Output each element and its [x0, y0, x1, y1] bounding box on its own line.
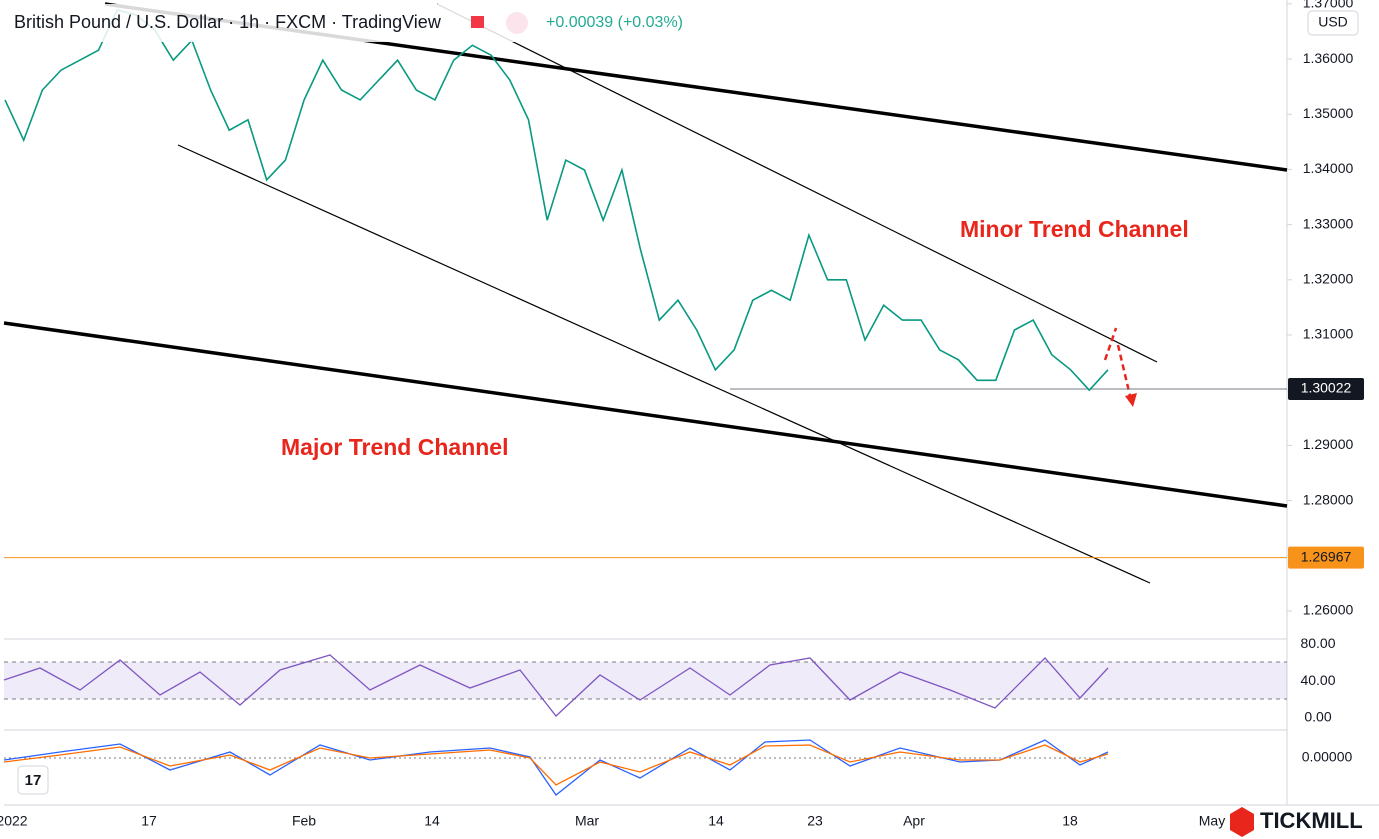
price-label: 1.30022: [1301, 380, 1352, 396]
y-tick-label: 1.28000: [1303, 491, 1354, 507]
macd-line: [3, 739, 1109, 796]
y-tick-label: 1.33000: [1303, 215, 1354, 231]
macd-tick-label: 0.00000: [1302, 749, 1353, 765]
x-tick-label: 17: [141, 813, 157, 829]
arrow-head: [1125, 393, 1137, 407]
rsi-tick-label: 80.00: [1300, 635, 1335, 651]
tv-logo-text: 17: [25, 772, 42, 789]
rsi-band: [4, 662, 1287, 699]
annotation: Major Trend Channel: [281, 434, 508, 460]
x-tick-label: Apr: [903, 813, 925, 829]
price-line-series: [4, 8, 1109, 392]
tv-logo: [17, 765, 49, 795]
flag-icon: [471, 16, 484, 28]
brand: TICKMILL: [1260, 808, 1363, 833]
x-tick-label: 14: [708, 813, 724, 829]
y-tick-label: 1.35000: [1303, 105, 1354, 121]
y-tick-label: 1.32000: [1303, 271, 1354, 287]
x-tick-label: 2022: [0, 813, 28, 829]
price-change: +0.00039 (+0.03%): [546, 14, 683, 31]
indicator-icon: [506, 12, 528, 34]
major-channel-bottom: [3, 321, 1288, 508]
rsi-tick-label: 40.00: [1300, 672, 1335, 688]
price-label-box: [1288, 377, 1364, 400]
y-tick-label: 1.37000: [1303, 0, 1354, 11]
brand-logo: [1230, 807, 1254, 837]
x-tick-label: Mar: [575, 813, 599, 829]
forecast-arrow: [1103, 327, 1118, 361]
signal-line: [3, 744, 1109, 786]
header-bg: [4, 4, 704, 42]
currency-label[interactable]: USD: [1318, 14, 1348, 30]
y-tick-label: 1.31000: [1303, 326, 1354, 342]
rsi-tick-label: 0.00: [1304, 709, 1331, 725]
symbol-title: British Pound / U.S. Dollar · 1h · FXCM …: [14, 12, 442, 32]
rsi-line: [3, 654, 1109, 717]
x-tick-label: Feb: [292, 813, 316, 829]
annotation: Minor Trend Channel: [960, 216, 1189, 242]
y-tick-label: 1.26000: [1303, 602, 1354, 618]
minor-channel-bottom: [177, 144, 1151, 584]
minor-channel-top: [436, 3, 1158, 363]
y-tick-label: 1.36000: [1303, 50, 1354, 66]
currency-button[interactable]: [1307, 10, 1359, 36]
price-label: 1.26967: [1301, 548, 1352, 564]
x-tick-label: 23: [807, 813, 823, 829]
x-tick-label: 14: [424, 813, 440, 829]
x-tick-label: 18: [1062, 813, 1078, 829]
y-tick-label: 1.34000: [1303, 160, 1354, 176]
y-tick-label: 1.29000: [1303, 436, 1354, 452]
price-label-box: [1288, 546, 1364, 569]
x-tick-label: May: [1199, 813, 1225, 829]
